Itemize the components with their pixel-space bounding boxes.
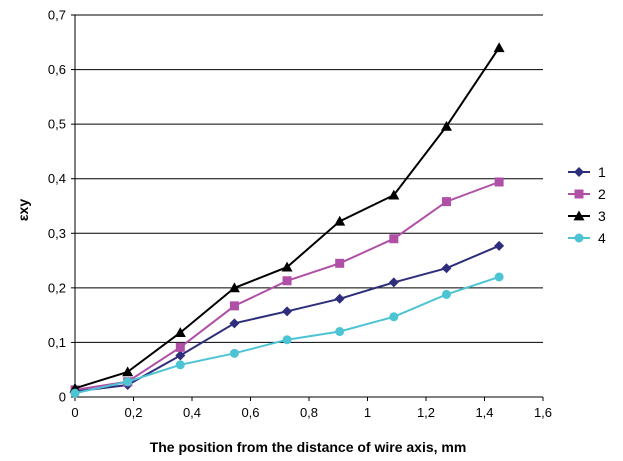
- x-tick-label: 1: [364, 405, 371, 420]
- legend-item-2: 2: [568, 186, 606, 202]
- data-point: [494, 240, 505, 251]
- x-tick-label: 0,8: [300, 405, 318, 420]
- series-line-2: [74, 181, 500, 391]
- x-tick-label: 0: [71, 405, 78, 420]
- data-point: [175, 342, 185, 352]
- data-point: [494, 272, 504, 282]
- series-4: [70, 272, 504, 398]
- data-point: [441, 197, 451, 207]
- legend-marker: [573, 210, 585, 221]
- series-3: [69, 42, 505, 393]
- data-point: [123, 377, 133, 387]
- legend-label: 3: [598, 208, 606, 224]
- x-tick-label: 0,2: [124, 405, 142, 420]
- axes: 0 0,1 0,2 0,3 0,4 0,5 0,6 0,7 0 0,2 0,4 0,6 0,8 1 1,2 1…: [48, 8, 552, 421]
- y-tick-label: 0,3: [48, 226, 66, 241]
- legend-label: 4: [598, 230, 606, 246]
- y-tick-label: 0,2: [48, 280, 66, 295]
- data-point: [122, 366, 134, 377]
- y-tick-label: 0,5: [48, 117, 66, 132]
- data-point: [282, 306, 293, 317]
- y-tick-label: 0: [59, 390, 66, 405]
- data-point: [229, 301, 239, 311]
- legend-label: 1: [598, 164, 606, 180]
- y-tick-label: 0,4: [48, 171, 66, 186]
- data-point: [281, 261, 293, 272]
- data-point: [174, 327, 186, 338]
- data-point: [229, 348, 239, 358]
- data-point: [335, 327, 345, 337]
- series-line-4: [74, 275, 500, 395]
- data-point: [493, 42, 505, 53]
- data-point: [228, 282, 240, 293]
- data-point: [441, 289, 451, 299]
- legend-item-3: 3: [568, 208, 606, 224]
- x-axis-title: The position from the distance of wire a…: [150, 439, 467, 455]
- data-point: [334, 215, 346, 226]
- legend-marker: [574, 167, 584, 177]
- series-2: [70, 177, 504, 395]
- data-point: [282, 335, 292, 345]
- data-point: [389, 312, 399, 322]
- y-tick-label: 0,7: [48, 8, 66, 23]
- data-point: [335, 258, 345, 268]
- data-point: [388, 277, 399, 288]
- data-point: [494, 177, 504, 187]
- y-tick-label: 0,1: [48, 335, 66, 350]
- legend-marker: [574, 233, 584, 243]
- data-point: [282, 276, 292, 286]
- data-point: [229, 318, 240, 329]
- data-point: [441, 263, 452, 274]
- data-point: [175, 350, 186, 361]
- x-tick-label: 1,6: [534, 405, 552, 420]
- legend-item-4: 4: [568, 230, 606, 246]
- x-tick-label: 0,4: [183, 405, 201, 420]
- data-point: [440, 120, 452, 131]
- data-point: [388, 189, 400, 200]
- legend-marker: [574, 189, 584, 199]
- data-point: [175, 360, 185, 370]
- legend-label: 2: [598, 186, 606, 202]
- x-tick-label: 0,6: [241, 405, 259, 420]
- x-tick-label: 1,4: [475, 405, 493, 420]
- data-point: [334, 293, 345, 304]
- series-layer: [69, 42, 505, 398]
- x-tick-label: 1,2: [417, 405, 435, 420]
- legend-item-1: 1: [568, 164, 606, 180]
- data-point: [389, 234, 399, 244]
- data-point: [70, 388, 80, 398]
- legend: 1 2 3 4: [568, 164, 606, 246]
- gridlines: [75, 14, 543, 343]
- y-tick-label: 0,6: [48, 62, 66, 77]
- y-axis-title: εxy: [15, 199, 31, 221]
